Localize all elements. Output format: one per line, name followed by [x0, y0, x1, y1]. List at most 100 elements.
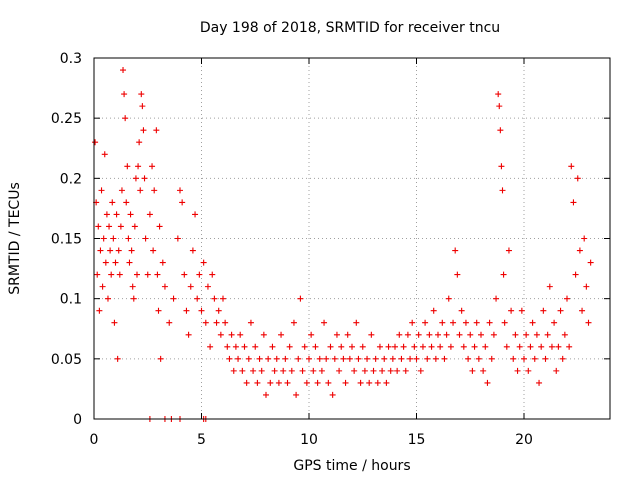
data-point	[273, 355, 280, 362]
data-point	[103, 211, 110, 218]
data-point	[454, 271, 461, 278]
data-point	[512, 331, 519, 338]
data-point	[250, 367, 257, 374]
data-point	[226, 355, 233, 362]
data-point	[126, 259, 133, 266]
data-point	[471, 343, 478, 350]
data-point	[299, 367, 306, 374]
data-point	[217, 331, 224, 338]
data-point	[499, 187, 506, 194]
data-point	[120, 67, 127, 74]
data-point	[112, 259, 119, 266]
data-point	[514, 367, 521, 374]
data-point	[271, 367, 278, 374]
data-point	[376, 343, 383, 350]
x-axis-title: GPS time / hours	[293, 458, 410, 474]
data-point	[450, 319, 457, 326]
data-point	[100, 235, 107, 242]
data-point	[531, 355, 538, 362]
axis-ticks: 0 5 10 15 20 0 0.05 0.1 0.15 0.2 0.25 0.3	[51, 51, 610, 448]
data-point	[452, 247, 459, 254]
data-point	[518, 307, 525, 314]
data-point	[342, 379, 349, 386]
data-point	[106, 223, 113, 230]
data-point	[161, 283, 168, 290]
data-point	[290, 319, 297, 326]
data-point	[220, 295, 226, 302]
data-point	[269, 343, 276, 350]
data-point	[544, 331, 551, 338]
plot-frame	[93, 57, 611, 420]
data-point	[124, 163, 131, 170]
data-point	[123, 199, 130, 206]
data-point	[495, 91, 502, 98]
y-axis-title: SRMTID / TECUs	[7, 182, 23, 295]
data-point	[252, 343, 259, 350]
data-point	[529, 319, 536, 326]
data-point	[224, 343, 231, 350]
data-point	[139, 103, 146, 110]
data-point	[288, 367, 295, 374]
y-tick-label: 0.1	[60, 292, 82, 308]
data-point	[385, 343, 392, 350]
y-tick-label: 0.15	[51, 232, 82, 248]
data-point	[490, 331, 497, 338]
data-point	[278, 331, 285, 338]
data-point	[329, 391, 336, 398]
data-point	[183, 307, 190, 314]
data-point	[336, 367, 343, 374]
data-point	[357, 379, 364, 386]
data-point	[581, 235, 588, 242]
data-point	[392, 343, 398, 350]
data-point	[579, 307, 586, 314]
data-point	[204, 283, 211, 290]
data-point	[241, 343, 248, 350]
data-point	[516, 343, 523, 350]
x-tick-label: 10	[300, 432, 318, 448]
data-point	[211, 295, 218, 302]
data-point	[260, 331, 267, 338]
data-point	[115, 247, 122, 254]
data-point	[568, 163, 575, 170]
data-point	[331, 355, 338, 362]
data-point	[280, 367, 287, 374]
data-point	[154, 271, 161, 278]
data-point	[297, 295, 304, 302]
data-point	[129, 283, 136, 290]
data-point	[96, 307, 103, 314]
data-point	[215, 307, 222, 314]
data-point	[104, 295, 111, 302]
data-point	[237, 331, 244, 338]
data-point	[498, 163, 505, 170]
data-point	[432, 355, 439, 362]
data-point	[351, 367, 358, 374]
data-point	[155, 307, 162, 314]
data-point	[576, 247, 583, 254]
data-point	[366, 379, 373, 386]
data-point	[493, 295, 500, 302]
data-point	[128, 247, 135, 254]
data-point	[510, 355, 517, 362]
data-point	[146, 211, 153, 218]
data-point	[500, 271, 507, 278]
data-point	[527, 343, 534, 350]
data-point	[301, 343, 308, 350]
data-point	[525, 367, 532, 374]
data-point	[95, 223, 102, 230]
data-point	[267, 379, 274, 386]
y-tick-label: 0.2	[60, 171, 82, 187]
data-point	[478, 331, 484, 338]
data-point	[323, 355, 330, 362]
data-point	[572, 271, 579, 278]
data-point	[306, 355, 312, 362]
data-point	[480, 367, 487, 374]
data-point	[132, 175, 139, 182]
data-points	[92, 67, 594, 422]
data-point	[426, 331, 433, 338]
data-point	[159, 259, 166, 266]
data-point	[232, 343, 239, 350]
data-point	[207, 343, 214, 350]
data-point	[137, 187, 144, 194]
data-point	[413, 355, 420, 362]
data-point	[488, 355, 495, 362]
